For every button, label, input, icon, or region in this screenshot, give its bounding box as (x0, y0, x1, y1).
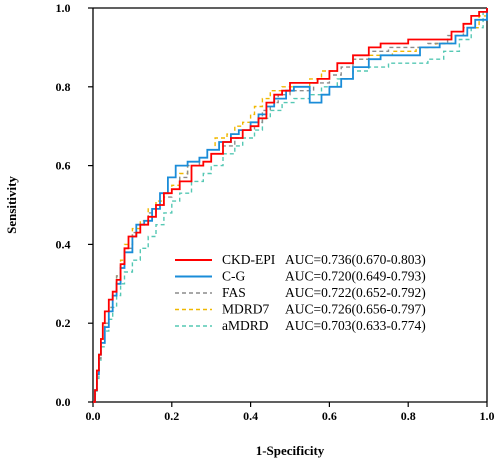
legend: CKD-EPI AUC=0.736(0.670-0.803) C-G AUC=0.72… (175, 252, 426, 333)
y-tick-label: 1.0 (56, 1, 71, 15)
x-tick-label: 0.2 (164, 409, 179, 423)
y-ticks: 0.0 0.2 0.4 0.6 0.8 1.0 (56, 1, 93, 409)
y-tick-label: 0.6 (56, 159, 71, 173)
axes (92, 7, 488, 403)
legend-series-name: FAS (222, 285, 246, 300)
roc-curve-amdrd (93, 8, 488, 403)
y-tick-label: 0.0 (56, 395, 71, 409)
legend-auc-value: AUC=0.720(0.649-0.793) (285, 269, 426, 284)
x-tick-label: 0.8 (401, 409, 416, 423)
roc-curve-fas (93, 8, 488, 403)
y-axis-title: Sensitivity (4, 176, 19, 234)
x-tick-label: 0.4 (243, 409, 258, 423)
y-tick-label: 0.8 (56, 80, 71, 94)
x-axis-title: 1-Specificity (256, 443, 325, 458)
x-tick-label: 0.0 (86, 409, 101, 423)
legend-auc-value: AUC=0.722(0.652-0.792) (285, 285, 426, 300)
legend-auc-value: AUC=0.736(0.670-0.803) (285, 252, 426, 267)
roc-curves (93, 8, 488, 403)
y-tick-label: 0.2 (56, 316, 71, 330)
legend-series-name: CKD-EPI (222, 252, 276, 267)
y-tick-label: 0.4 (56, 237, 71, 251)
x-tick-label: 1.0 (480, 409, 495, 423)
x-ticks: 0.0 0.2 0.4 0.6 0.8 1.0 (86, 402, 495, 423)
legend-auc-value: AUC=0.703(0.633-0.774) (285, 318, 426, 333)
roc-curve-c-g (93, 8, 488, 403)
legend-series-name: aMDRD (222, 318, 269, 333)
legend-auc-value: AUC=0.726(0.656-0.797) (285, 302, 426, 317)
roc-curve-mdrd7 (93, 8, 488, 403)
roc-curve-ckd-epi (93, 8, 488, 403)
legend-series-name: MDRD7 (222, 302, 270, 317)
legend-series-name: C-G (222, 269, 246, 284)
x-tick-label: 0.6 (322, 409, 337, 423)
